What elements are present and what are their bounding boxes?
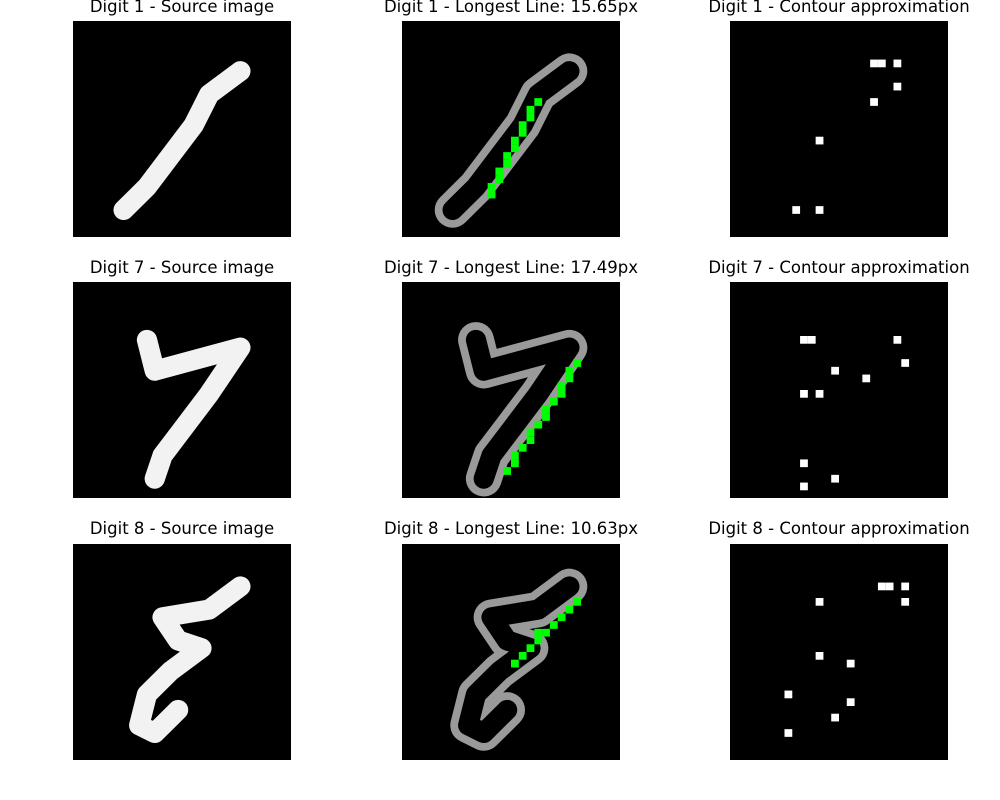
contour-point	[885, 582, 894, 591]
longest-line-pixel	[557, 390, 566, 398]
digit-8-contour-title: Digit 8 - Contour approximation	[708, 519, 970, 538]
contour-point	[831, 366, 839, 375]
digit-8-source-image	[73, 544, 291, 760]
contour-point	[893, 59, 902, 68]
digit-8-line-image	[402, 544, 620, 760]
contour-point	[893, 82, 902, 91]
edge-interior	[465, 329, 580, 489]
longest-line-pixel	[526, 113, 535, 122]
digit-7-source-image	[73, 282, 291, 498]
digit-8-contour-image	[730, 544, 948, 760]
digit-8-source-title: Digit 8 - Source image	[89, 519, 275, 538]
contour-point	[831, 713, 839, 722]
contour-point	[877, 582, 886, 591]
contour-point	[815, 652, 824, 660]
longest-line-pixel	[518, 129, 527, 137]
digit-7-contour-title: Digit 7 - Contour approximation	[708, 258, 970, 277]
longest-line-pixel	[534, 636, 543, 645]
contour-point	[815, 206, 824, 214]
longest-line-pixel	[549, 621, 558, 629]
contour-point	[800, 459, 808, 468]
contour-point	[792, 206, 801, 214]
contour-point	[815, 598, 824, 606]
contour-point	[831, 474, 839, 483]
longest-line-pixel	[511, 136, 519, 145]
contour-point	[862, 374, 871, 383]
longest-line-pixel	[503, 152, 511, 160]
longest-line-pixel	[511, 144, 519, 153]
longest-line-pixel	[534, 628, 543, 637]
longest-line-pixel	[503, 159, 511, 168]
digit-7-line-title: Digit 7 - Longest Line: 17.49px	[383, 258, 639, 277]
longest-line-pixel	[518, 444, 527, 452]
longest-line-pixel	[565, 366, 574, 375]
digit-8-line-title: Digit 8 - Longest Line: 10.63px	[383, 519, 639, 538]
longest-line-pixel	[487, 190, 496, 199]
longest-line-pixel	[526, 105, 535, 114]
contour-point	[893, 336, 902, 344]
contour-point	[870, 98, 878, 106]
longest-line-pixel	[511, 451, 519, 460]
longest-line-pixel	[542, 413, 550, 421]
digit-1-source-image	[73, 21, 291, 237]
contour-point	[815, 136, 824, 145]
contour-point	[784, 690, 793, 699]
longest-line-pixel	[557, 382, 566, 390]
contour-point	[815, 390, 824, 398]
contour-point	[901, 598, 910, 606]
digit-7-source-title: Digit 7 - Source image	[89, 258, 275, 277]
longest-line-pixel	[534, 420, 543, 429]
contour-point	[807, 336, 816, 344]
digit-stroke	[136, 329, 251, 489]
longest-line-pixel	[542, 628, 550, 637]
longest-line-pixel	[573, 359, 582, 367]
contour-point	[901, 582, 910, 591]
digit-1-contour-title: Digit 1 - Contour approximation	[708, 0, 970, 16]
longest-line-pixel	[487, 183, 496, 191]
longest-line-pixel	[511, 659, 519, 668]
digit-1-line-title: Digit 1 - Longest Line: 15.65px	[383, 0, 639, 16]
longest-line-pixel	[573, 598, 582, 606]
longest-line-pixel	[511, 459, 519, 468]
longest-line-pixel	[526, 436, 535, 444]
longest-line-pixel	[565, 374, 574, 383]
longest-line-pixel	[495, 167, 504, 176]
longest-line-pixel	[549, 397, 558, 406]
contour-point	[800, 482, 808, 491]
digit-7-line-image	[402, 282, 620, 498]
contour-point	[901, 359, 910, 367]
contour-point	[846, 659, 855, 668]
digit-1-contour-image	[730, 21, 948, 237]
digit-7-contour-image	[730, 282, 948, 498]
longest-line-pixel	[542, 405, 550, 414]
digit-1-source-title: Digit 1 - Source image	[89, 0, 275, 16]
longest-line-pixel	[557, 613, 566, 622]
contour-point	[784, 729, 793, 737]
longest-line-pixel	[534, 98, 543, 106]
longest-line-pixel	[518, 652, 527, 660]
contour-point	[877, 59, 886, 68]
digit-stroke	[113, 61, 251, 221]
longest-line-pixel	[518, 121, 527, 129]
digit-stroke	[129, 576, 251, 744]
contour-point	[800, 390, 808, 398]
longest-line-pixel	[526, 428, 535, 437]
longest-line-pixel	[526, 644, 535, 652]
contour-point	[846, 698, 855, 706]
longest-line-pixel	[503, 467, 511, 475]
digit-1-line-image	[402, 21, 620, 237]
contour-point	[870, 59, 878, 68]
longest-line-pixel	[565, 605, 574, 614]
longest-line-pixel	[495, 175, 504, 183]
contour-point	[800, 336, 808, 344]
